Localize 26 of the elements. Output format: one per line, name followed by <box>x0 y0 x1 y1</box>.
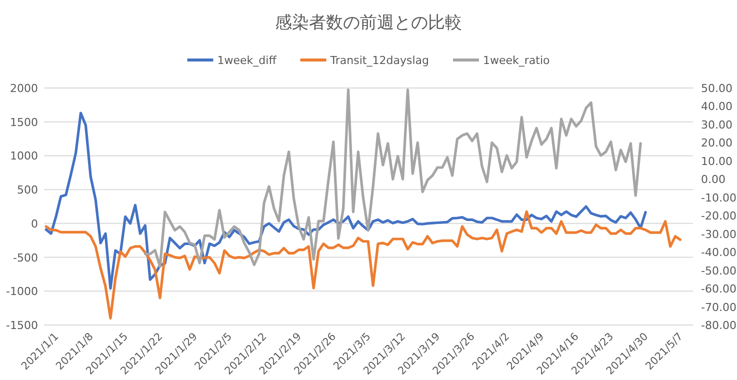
y-tick-label: 500 <box>17 184 38 197</box>
y-tick-label: 0 <box>31 217 38 230</box>
y2-tick-label: 0.00 <box>701 173 726 186</box>
y2-tick-label: 40.00 <box>701 100 732 114</box>
y2-tick-label: -30.00 <box>701 228 736 241</box>
y2-tick-label: -40.00 <box>701 246 736 260</box>
y-tick-label: -1000 <box>6 285 38 298</box>
y-tick-label: 1500 <box>10 116 38 129</box>
y2-tick-label: -20.00 <box>701 210 736 223</box>
y2-tick-label: -60.00 <box>701 282 736 296</box>
y2-tick-label: -10.00 <box>701 191 736 204</box>
chart-title: 感染者数の前週との比較 <box>275 13 462 33</box>
y-tick-label: -500 <box>13 251 38 264</box>
y2-tick-label: 10.00 <box>701 154 732 168</box>
y2-tick-label: -80.00 <box>701 319 736 332</box>
y-tick-label: 2000 <box>10 82 38 95</box>
y2-tick-label: -70.00 <box>701 300 736 314</box>
y-tick-label: -1500 <box>6 319 38 332</box>
legend-label: Transit_12dayslag <box>329 54 429 67</box>
y2-tick-label: 30.00 <box>701 118 732 132</box>
y2-tick-label: -50.00 <box>701 264 736 278</box>
legend-label: 1week_diff <box>217 54 277 67</box>
y-tick-label: 1000 <box>10 150 38 163</box>
y2-tick-label: 50.00 <box>701 82 732 95</box>
legend-label: 1week_ratio <box>482 54 550 67</box>
y2-tick-label: 20.00 <box>701 136 732 150</box>
